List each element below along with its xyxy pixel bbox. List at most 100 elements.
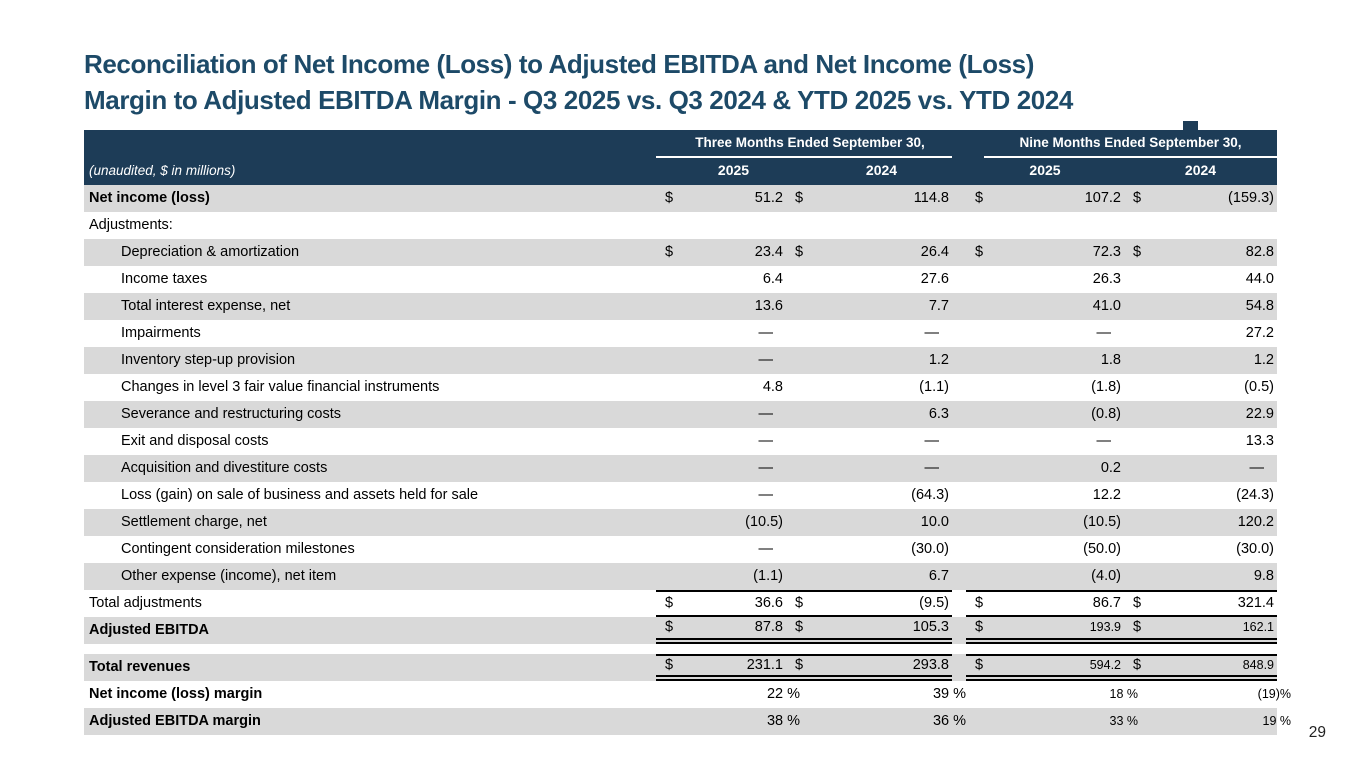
value-cell: 72.3 <box>1092 244 1121 260</box>
dollar-sign-cell <box>656 347 690 374</box>
artifact-mark <box>1183 121 1198 131</box>
group-gap <box>952 617 966 644</box>
dollar-sign-cell <box>656 428 690 455</box>
dollar-sign-cell <box>966 708 1000 735</box>
dollar-sign-cell <box>1124 374 1164 401</box>
dollar-sign-cell: $ <box>966 617 1000 644</box>
value-cell: — <box>1096 433 1112 449</box>
group-gap <box>952 455 966 482</box>
value-cell: — <box>758 487 774 503</box>
table-row: Adjustments: <box>84 212 1277 239</box>
group-gap <box>952 428 966 455</box>
value-cell: (10.5) <box>745 514 783 530</box>
table-row: Acquisition and divestiture costs — — 0.2 — <box>84 455 1277 482</box>
row-label: Exit and disposal costs <box>121 433 269 449</box>
value-cell: 9.8 <box>1253 568 1274 584</box>
value-cell: 7.7 <box>928 298 949 314</box>
value-cell: — <box>924 460 940 476</box>
group-gap <box>952 266 966 293</box>
table-row: Impairments — — — 27.2 <box>84 320 1277 347</box>
row-label: Settlement charge, net <box>121 514 267 530</box>
group-gap <box>952 239 966 266</box>
table-row: Contingent consideration milestones — (30.… <box>84 536 1277 563</box>
dollar-sign-cell <box>656 563 690 590</box>
value-cell: (30.0) <box>1236 541 1274 557</box>
value-cell: (10.5) <box>1083 514 1121 530</box>
row-label: Net income (loss) margin <box>89 686 263 702</box>
dollar-sign-cell: $ <box>795 190 804 206</box>
dollar-sign-cell <box>786 536 826 563</box>
value-cell: (50.0) <box>1083 541 1121 557</box>
dollar-sign-cell <box>1124 509 1164 536</box>
value-cell: (1.1) <box>919 379 949 395</box>
dollar-sign-cell <box>656 293 690 320</box>
dollar-sign-cell <box>656 482 690 509</box>
value-cell: (24.3) <box>1236 487 1274 503</box>
value-cell: 44.0 <box>1245 271 1274 287</box>
value-cell: 12.2 <box>1092 487 1121 503</box>
row-label: Severance and restructuring costs <box>121 406 342 422</box>
dollar-sign-cell: $ <box>665 244 674 260</box>
reconciliation-table: Three Months Ended September 30, Nine Mo… <box>84 130 1291 735</box>
value-cell: — <box>758 406 774 422</box>
dollar-sign-cell <box>966 428 1000 455</box>
dollar-sign-cell <box>1124 536 1164 563</box>
value-cell: 107.2 <box>1084 190 1121 206</box>
dollar-sign-cell <box>786 509 826 536</box>
dollar-sign-cell <box>1124 293 1164 320</box>
group-gap <box>952 536 966 563</box>
dollar-sign-cell: $ <box>1124 654 1164 681</box>
value-cell: — <box>1096 325 1112 341</box>
row-label: Impairments <box>121 325 201 341</box>
dollar-sign-cell: $ <box>656 590 690 617</box>
row-label: Total revenues <box>89 659 191 675</box>
value-cell: 114.8 <box>913 190 949 206</box>
dollar-sign-cell: $ <box>1133 190 1142 206</box>
year-header: 2024 <box>865 162 898 178</box>
page-title: Reconciliation of Net Income (Loss) to A… <box>84 46 1304 118</box>
value-cell: 4.8 <box>762 379 783 395</box>
dollar-sign-cell <box>1124 428 1164 455</box>
value-cell: 848.9 <box>1164 654 1277 681</box>
value-cell: 193.9 <box>1000 617 1124 644</box>
dollar-sign-cell <box>656 509 690 536</box>
dollar-sign-cell <box>966 681 1000 708</box>
value-cell: 33 % <box>1109 714 1139 728</box>
value-cell: 26.4 <box>920 244 949 260</box>
dollar-sign-cell <box>966 509 1000 536</box>
dollar-sign-cell <box>966 266 1000 293</box>
value-cell <box>690 212 786 239</box>
dollar-sign-cell: $ <box>786 654 826 681</box>
dollar-sign-cell <box>786 212 826 239</box>
value-cell: 120.2 <box>1237 514 1274 530</box>
value-cell: — <box>924 325 940 341</box>
dollar-sign-cell <box>1124 401 1164 428</box>
dollar-sign-cell <box>966 320 1000 347</box>
dollar-sign-cell: $ <box>665 190 674 206</box>
value-cell: (30.0) <box>911 541 949 557</box>
dollar-sign-cell <box>1124 455 1164 482</box>
dollar-sign-cell: $ <box>786 617 826 644</box>
table-row: Changes in level 3 fair value financial … <box>84 374 1277 401</box>
value-cell: (0.8) <box>1091 406 1121 422</box>
value-cell: 0.2 <box>1100 460 1121 476</box>
group-gap <box>952 509 966 536</box>
value-cell: (1.8) <box>1091 379 1121 395</box>
row-label: Adjusted EBITDA margin <box>89 713 261 729</box>
table-row: Total interest expense, net 13.6 7.7 41.0 54… <box>84 293 1277 320</box>
group-gap <box>952 590 966 617</box>
column-group-row: Three Months Ended September 30, Nine Mo… <box>84 130 1277 158</box>
table-row: Net income (loss) $51.2 $114.8 $107.2 $ (159.… <box>84 185 1277 212</box>
value-cell: 36 % <box>932 713 966 729</box>
dollar-sign-cell: $ <box>1133 244 1142 260</box>
dollar-sign-cell <box>1124 320 1164 347</box>
dollar-sign-cell <box>786 428 826 455</box>
row-label: Net income (loss) <box>89 190 210 206</box>
unit-note: (unaudited, $ in millions) <box>89 163 236 178</box>
col-group-nine-months: Nine Months Ended September 30, <box>984 130 1277 158</box>
dollar-sign-cell <box>966 401 1000 428</box>
dollar-sign-cell <box>786 455 826 482</box>
dollar-sign-cell <box>786 347 826 374</box>
table-row: Depreciation & amortization $23.4 $26.4 $72… <box>84 239 1277 266</box>
row-label: Adjusted EBITDA <box>89 622 210 638</box>
